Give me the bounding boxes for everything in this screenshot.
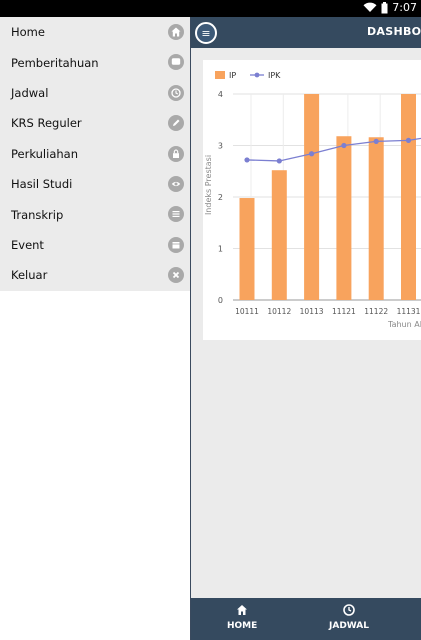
legend-ip-label: IP [229, 71, 236, 80]
nav-home-label: HOME [227, 621, 258, 631]
x-tick-label: 10113 [300, 307, 324, 316]
drawer-item-hasil-studi[interactable]: Hasil Studi [0, 169, 190, 199]
navigation-drawer: Home Pemberitahuan Jadwal KRS Reguler Pe… [0, 17, 190, 640]
wifi-icon [363, 2, 377, 12]
point-ipk [276, 158, 282, 164]
nav-jadwal[interactable]: JADWAL [329, 604, 369, 631]
point-ipk [341, 142, 347, 149]
x-tick-label: 11122 [364, 307, 388, 316]
drawer-item-pemberitahuan[interactable]: Pemberitahuan [0, 47, 190, 77]
legend-ipk-marker [254, 72, 260, 78]
drawer-item-label: KRS Reguler [11, 116, 82, 131]
drawer-item-label: Home [11, 25, 45, 40]
drawer-item-label: Keluar [11, 268, 48, 283]
point-ipk [373, 138, 379, 144]
lock-icon [168, 145, 184, 162]
drawer-item-event[interactable]: Event [0, 230, 190, 260]
legend-ipk-label: IPK [268, 71, 281, 80]
y-tick-label: 4 [218, 90, 223, 99]
y-tick-label: 1 [218, 245, 223, 254]
drawer-item-jadwal[interactable]: Jadwal [0, 78, 190, 108]
home-icon [236, 604, 248, 619]
y-tick-label: 0 [218, 296, 223, 305]
drawer-item-label: Perkuliahan [11, 146, 78, 161]
status-icons: 7:07 [363, 1, 417, 14]
drawer-list: Home Pemberitahuan Jadwal KRS Reguler Pe… [0, 17, 190, 291]
point-ipk [405, 137, 412, 143]
bar-ip [239, 198, 255, 300]
calendar-icon [168, 236, 184, 253]
point-ipk [244, 157, 250, 163]
drawer-item-home[interactable]: Home [0, 17, 190, 47]
x-tick-label: 10112 [267, 307, 291, 316]
status-time: 7:07 [392, 1, 417, 14]
drawer-item-krs-reguler[interactable]: KRS Reguler [0, 108, 190, 138]
x-tick-label: 11131 [397, 307, 421, 316]
list-icon [168, 206, 184, 223]
home-icon [168, 24, 184, 40]
y-tick-label: 3 [218, 142, 223, 151]
eye-icon [168, 175, 184, 192]
drawer-item-label: Jadwal [11, 85, 49, 100]
drawer-item-label: Event [11, 237, 44, 252]
chart-card: 0123410111101121011311121111221113111132… [203, 60, 421, 340]
menu-icon: ≡ [201, 26, 211, 40]
page-title: DASHBOARD [367, 25, 421, 38]
drawer-item-label: Pemberitahuan [11, 55, 99, 70]
ip-ipk-chart: 0123410111101121011311121111221113111132… [204, 71, 421, 329]
battery-icon [381, 1, 388, 13]
bar-ip [368, 137, 384, 300]
bar-ip [271, 170, 287, 300]
clock-icon [343, 604, 355, 619]
line-ipk [246, 137, 421, 162]
drawer-item-label: Transkrip [11, 207, 64, 222]
bar-ip [401, 94, 416, 300]
y-axis-label: Indeks Prestasi [204, 155, 213, 215]
bar-ip [304, 94, 320, 300]
nav-jadwal-label: JADWAL [329, 621, 370, 631]
drawer-item-perkuliahan[interactable]: Perkuliahan [0, 139, 190, 169]
status-bar: 7:07 [0, 0, 421, 17]
bar-ip [336, 136, 352, 300]
menu-button[interactable]: ≡ [195, 22, 217, 44]
y-tick-label: 2 [218, 193, 223, 202]
x-axis-label: Tahun Akademik [387, 320, 421, 329]
point-ipk [309, 151, 315, 157]
pencil-icon [168, 115, 184, 132]
legend-ip-swatch [215, 71, 225, 79]
drawer-item-keluar[interactable]: Keluar [0, 260, 190, 290]
nav-home[interactable]: HOME [227, 604, 257, 631]
app-header: ≡ DASHBOARD [191, 17, 421, 48]
close-icon [168, 267, 184, 284]
clock-icon [168, 84, 184, 101]
bottom-nav: HOME JADWAL [191, 598, 421, 640]
x-tick-label: 10111 [235, 307, 259, 316]
main-app: ≡ DASHBOARD 0 1 2 3 4 10111 10112 10113 11121 111… [190, 17, 421, 640]
chat-icon [168, 54, 184, 71]
drawer-item-label: Hasil Studi [11, 177, 73, 192]
x-tick-label: 11121 [332, 307, 356, 316]
drawer-item-transkrip[interactable]: Transkrip [0, 199, 190, 229]
